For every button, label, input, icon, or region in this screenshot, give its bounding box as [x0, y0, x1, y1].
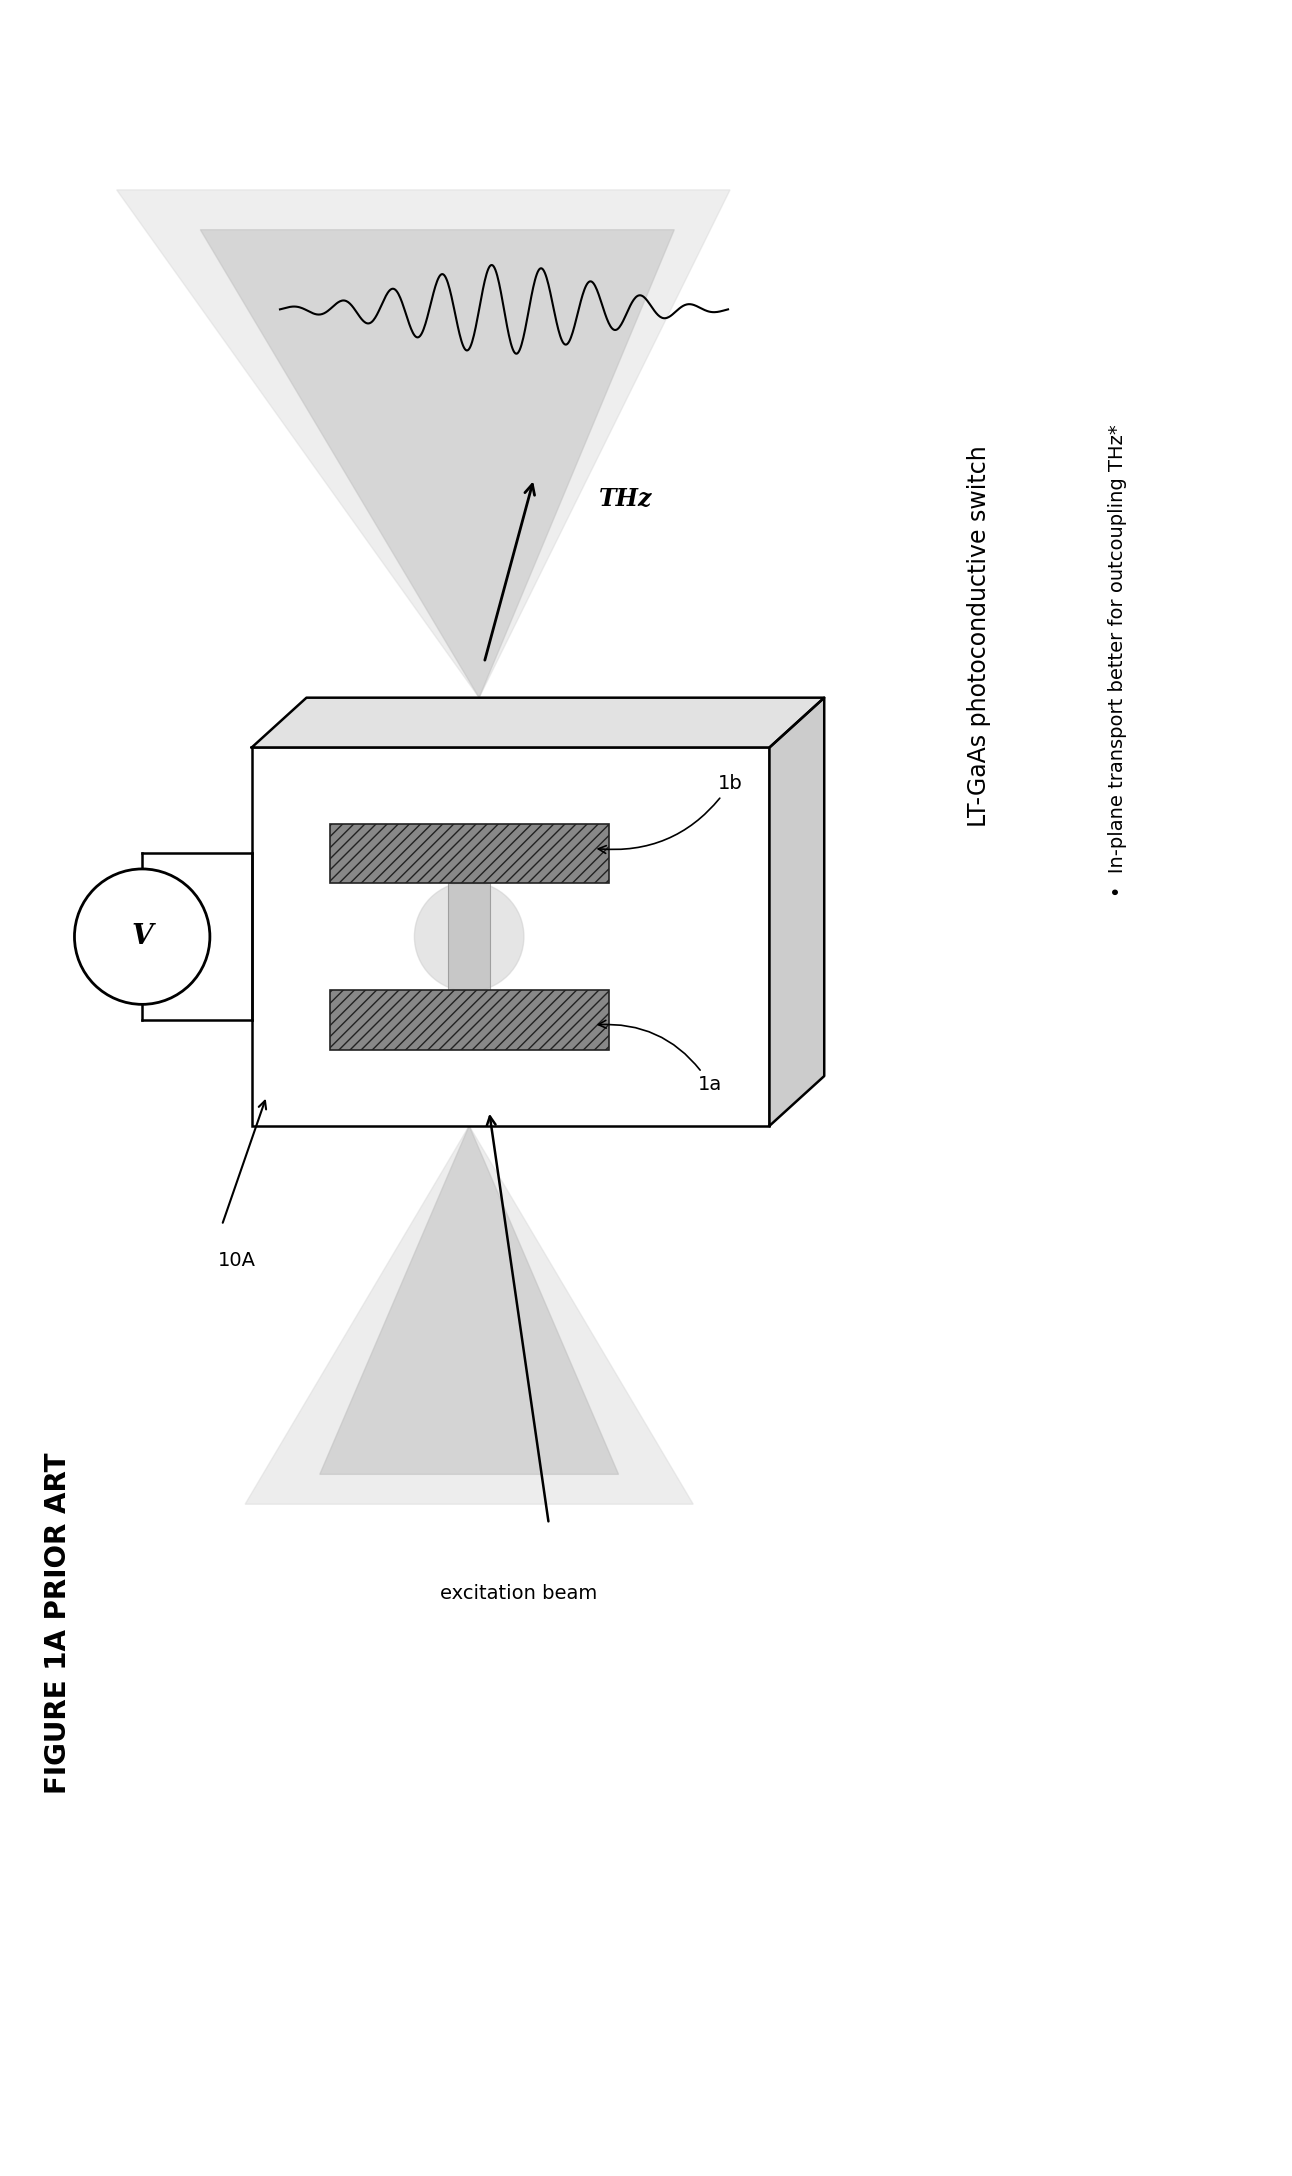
Text: 1b: 1b [598, 775, 743, 853]
Polygon shape [116, 189, 730, 698]
Bar [448, 883, 490, 990]
Polygon shape [200, 231, 674, 698]
Bar [252, 749, 770, 1125]
Polygon shape [320, 1125, 619, 1475]
Text: 1a: 1a [598, 1021, 722, 1095]
Text: excitation beam: excitation beam [441, 1584, 598, 1604]
Polygon shape [770, 698, 824, 1125]
Polygon shape [245, 1125, 694, 1504]
Text: 10A: 10A [218, 1251, 256, 1271]
Circle shape [75, 868, 209, 1005]
Bar [329, 823, 609, 883]
Text: LT-GaAs photoconductive switch: LT-GaAs photoconductive switch [966, 446, 991, 827]
Text: FIGURE 1A PRIOR ART: FIGURE 1A PRIOR ART [44, 1454, 71, 1795]
Text: •  In-plane transport better for outcoupling THz*: • In-plane transport better for outcoupl… [1109, 424, 1128, 897]
Circle shape [415, 881, 525, 992]
Text: THz: THz [598, 487, 652, 511]
Bar [329, 990, 609, 1049]
Text: V: V [132, 923, 152, 951]
Polygon shape [252, 698, 824, 749]
